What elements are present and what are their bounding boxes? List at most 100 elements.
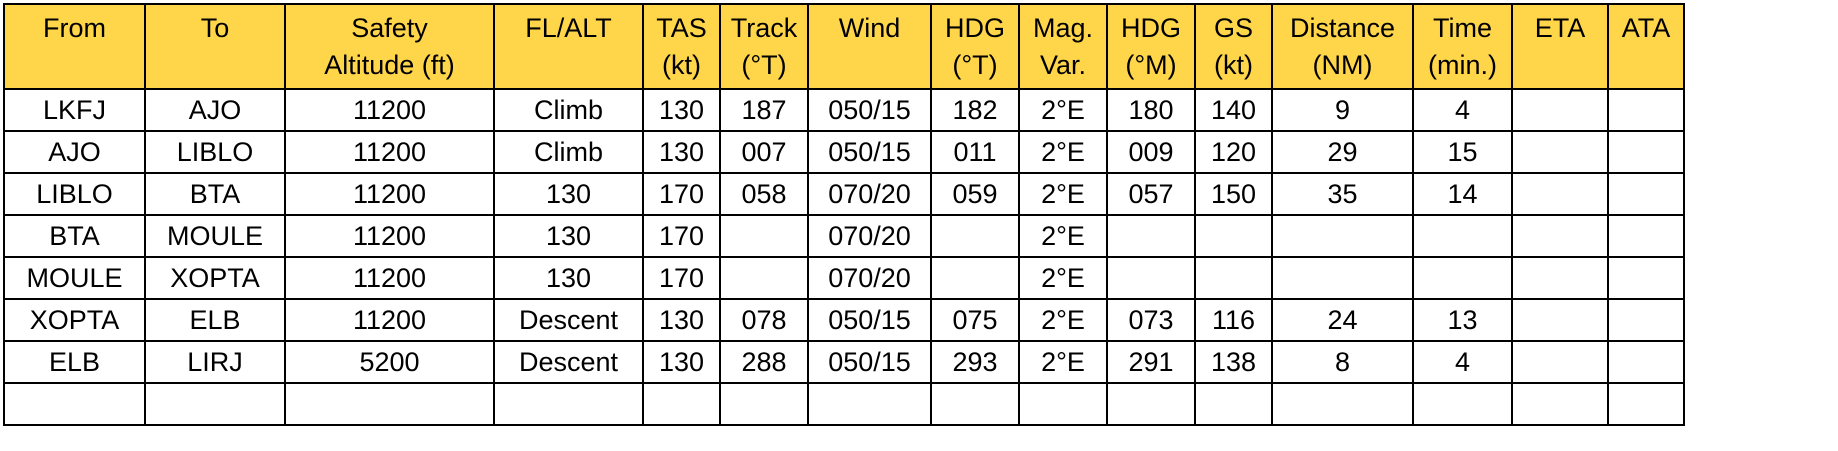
cell-fl-alt: Climb	[493, 130, 644, 174]
cell-wind: 070/20	[807, 214, 932, 258]
cell-gs: 140	[1194, 88, 1273, 132]
cell-hdg-mag	[1106, 256, 1196, 300]
cell-distance: 9	[1271, 88, 1414, 132]
column-header-wind: Wind	[807, 3, 932, 90]
cell-hdg-mag: 180	[1106, 88, 1196, 132]
cell-tas: 170	[642, 172, 721, 216]
cell-distance: 29	[1271, 130, 1414, 174]
table-row: ELB LIRJ 5200 Descent 130 288 050/15 293 2°E 291 1…	[3, 340, 1685, 384]
cell-from: MOULE	[3, 256, 146, 300]
table-row: LIBLO BTA 11200 130 170 058 070/20 059 2°E 057 150…	[3, 172, 1685, 216]
cell-mag-var	[1018, 382, 1108, 426]
column-header-safety-altitude: Safety Altitude (ft)	[284, 3, 495, 90]
cell-track: 078	[719, 298, 809, 342]
column-header-to: To	[144, 3, 286, 90]
column-header-line: (°T)	[952, 50, 998, 80]
cell-hdg-true	[930, 214, 1020, 258]
table-row: MOULE XOPTA 11200 130 170 070/20 2°E	[3, 256, 1685, 300]
cell-fl-alt: 130	[493, 172, 644, 216]
cell-wind: 050/15	[807, 340, 932, 384]
cell-time: 4	[1412, 340, 1513, 384]
cell-from: BTA	[3, 214, 146, 258]
cell-wind	[807, 382, 932, 426]
cell-ata	[1607, 382, 1685, 426]
table-body: LKFJ AJO 11200 Climb 130 187 050/15 182 2°E 180 14…	[3, 88, 1685, 426]
cell-hdg-true: 075	[930, 298, 1020, 342]
cell-safety-altitude: 11200	[284, 214, 495, 258]
cell-hdg-mag: 073	[1106, 298, 1196, 342]
cell-track: 058	[719, 172, 809, 216]
column-header-line: TAS	[656, 13, 707, 43]
column-header-line: Distance	[1289, 13, 1396, 43]
cell-to: ELB	[144, 298, 286, 342]
cell-hdg-true: 011	[930, 130, 1020, 174]
cell-ata	[1607, 88, 1685, 132]
cell-from: LIBLO	[3, 172, 146, 216]
column-header-line: Var.	[1039, 50, 1087, 80]
cell-eta	[1511, 298, 1609, 342]
column-header-line: ETA	[1534, 13, 1586, 43]
cell-fl-alt: Descent	[493, 298, 644, 342]
column-header-tas: TAS (kt)	[642, 3, 721, 90]
cell-tas	[642, 382, 721, 426]
cell-hdg-mag: 291	[1106, 340, 1196, 384]
cell-to: LIRJ	[144, 340, 286, 384]
cell-fl-alt: 130	[493, 256, 644, 300]
cell-hdg-true	[930, 256, 1020, 300]
cell-from: AJO	[3, 130, 146, 174]
cell-hdg-true	[930, 382, 1020, 426]
cell-from: LKFJ	[3, 88, 146, 132]
cell-hdg-true: 182	[930, 88, 1020, 132]
cell-safety-altitude	[284, 382, 495, 426]
cell-eta	[1511, 256, 1609, 300]
cell-to: BTA	[144, 172, 286, 216]
cell-eta	[1511, 172, 1609, 216]
column-header-time: Time (min.)	[1412, 3, 1513, 90]
cell-fl-alt: Descent	[493, 340, 644, 384]
cell-ata	[1607, 214, 1685, 258]
cell-safety-altitude: 11200	[284, 298, 495, 342]
cell-gs	[1194, 214, 1273, 258]
cell-tas: 130	[642, 88, 721, 132]
cell-gs: 138	[1194, 340, 1273, 384]
cell-tas: 130	[642, 130, 721, 174]
cell-mag-var: 2°E	[1018, 340, 1108, 384]
cell-tas: 130	[642, 340, 721, 384]
cell-wind: 070/20	[807, 172, 932, 216]
column-header-line: Track	[730, 13, 798, 43]
column-header-from: From	[3, 3, 146, 90]
column-header-line: (kt)	[1214, 50, 1253, 80]
cell-distance: 8	[1271, 340, 1414, 384]
column-header-hdg-mag: HDG (°M)	[1106, 3, 1196, 90]
cell-gs: 150	[1194, 172, 1273, 216]
cell-tas: 170	[642, 214, 721, 258]
column-header-gs: GS (kt)	[1194, 3, 1273, 90]
cell-time	[1412, 256, 1513, 300]
cell-ata	[1607, 172, 1685, 216]
cell-distance	[1271, 256, 1414, 300]
column-header-line: Time	[1433, 13, 1492, 43]
cell-tas: 130	[642, 298, 721, 342]
cell-mag-var: 2°E	[1018, 172, 1108, 216]
cell-time	[1412, 214, 1513, 258]
column-header-line: (°M)	[1125, 50, 1177, 80]
cell-track	[719, 214, 809, 258]
column-header-line: Mag.	[1032, 13, 1094, 43]
cell-safety-altitude: 11200	[284, 172, 495, 216]
table-row: BTA MOULE 11200 130 170 070/20 2°E	[3, 214, 1685, 258]
cell-eta	[1511, 130, 1609, 174]
cell-from: XOPTA	[3, 298, 146, 342]
column-header-line: To	[200, 13, 230, 43]
cell-gs: 116	[1194, 298, 1273, 342]
cell-to: XOPTA	[144, 256, 286, 300]
cell-distance	[1271, 214, 1414, 258]
column-header-line: ATA	[1621, 13, 1671, 43]
cell-ata	[1607, 340, 1685, 384]
cell-hdg-mag: 057	[1106, 172, 1196, 216]
cell-wind: 050/15	[807, 298, 932, 342]
cell-track: 007	[719, 130, 809, 174]
table-row: XOPTA ELB 11200 Descent 130 078 050/15 075 2°E 07…	[3, 298, 1685, 342]
cell-to: AJO	[144, 88, 286, 132]
cell-mag-var: 2°E	[1018, 298, 1108, 342]
header-row: From To Safety Altitude (ft) FL/ALT TAS (kt) Tr…	[3, 3, 1685, 90]
